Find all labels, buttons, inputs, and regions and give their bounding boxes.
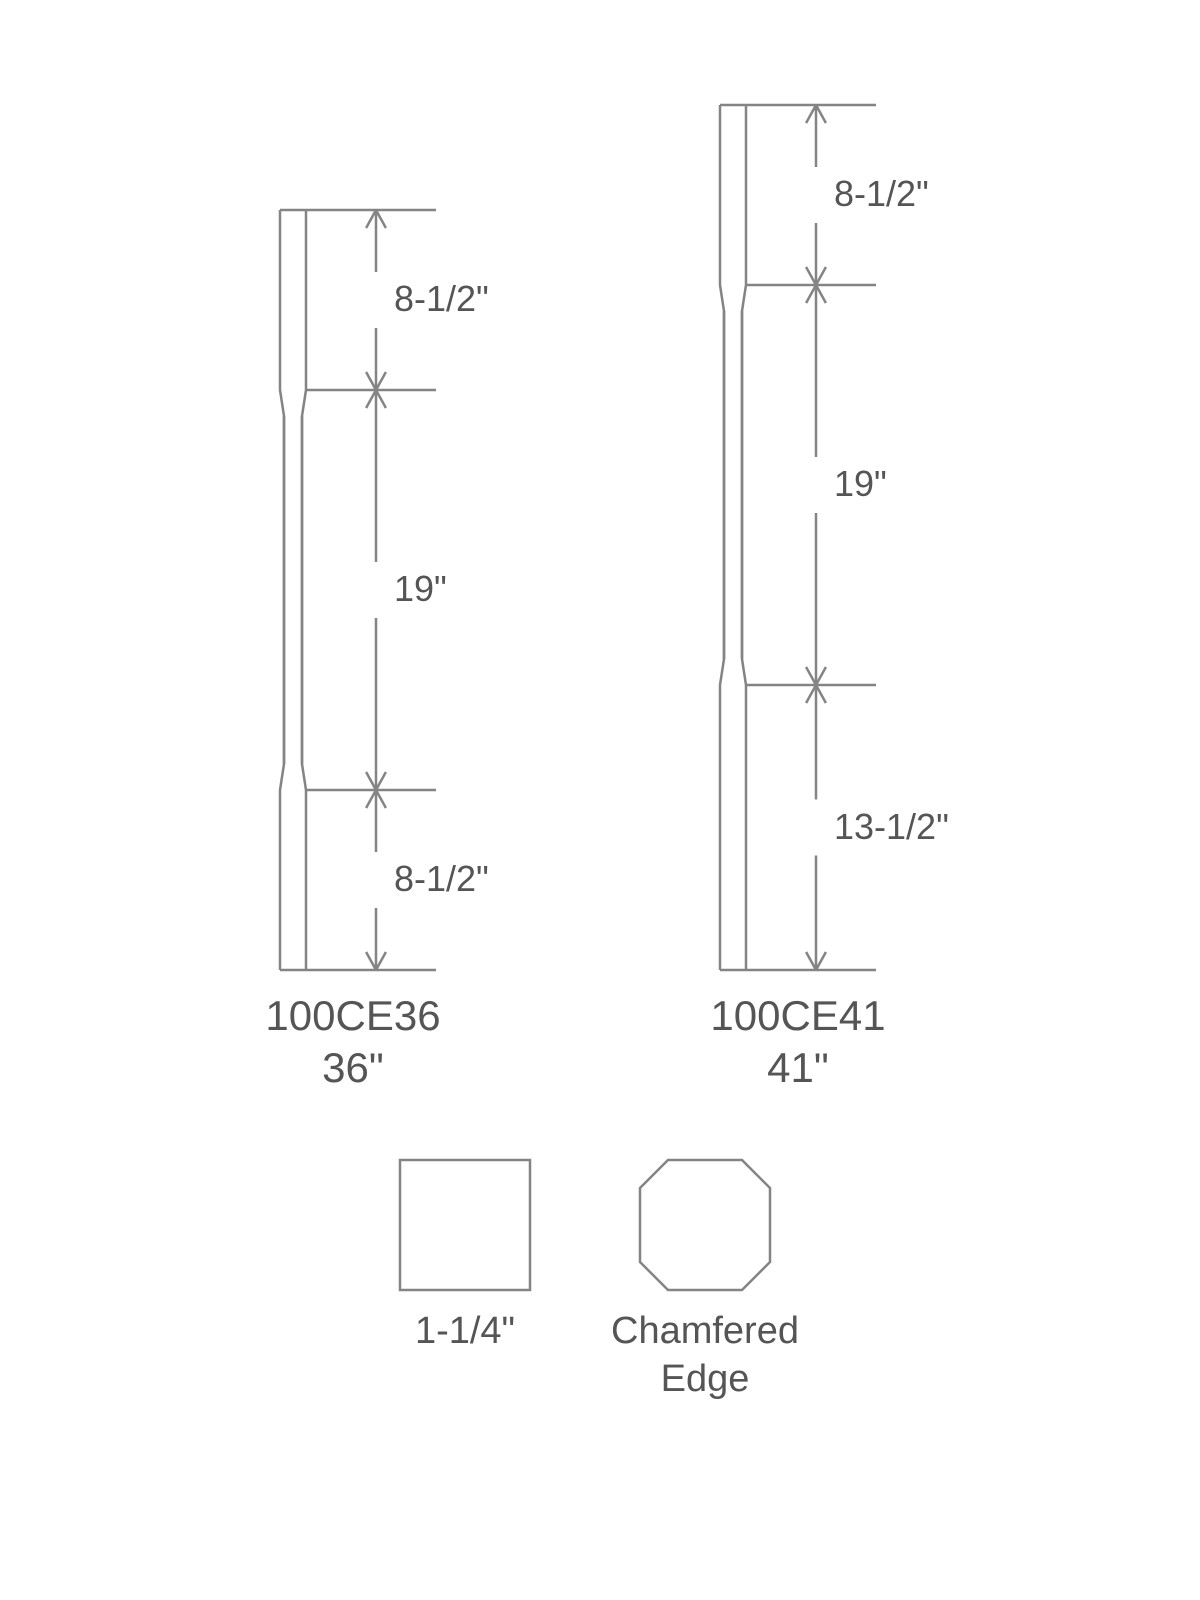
- part-right-length: 41": [648, 1042, 948, 1095]
- dim-left-bot: 8-1/2": [394, 856, 489, 901]
- part-left-number: 100CE36: [203, 990, 503, 1043]
- dim-right-mid: 19": [834, 461, 887, 506]
- chamfer-label-line1: Chamfered: [555, 1308, 855, 1356]
- dim-right-top: 8-1/2": [834, 171, 929, 216]
- dim-right-bot: 13-1/2": [834, 804, 949, 849]
- part-left-length: 36": [203, 1042, 503, 1095]
- dim-left-mid: 19": [394, 566, 447, 611]
- dim-left-top: 8-1/2": [394, 276, 489, 321]
- chamfer-label-line2: Edge: [555, 1356, 855, 1404]
- part-right-number: 100CE41: [648, 990, 948, 1043]
